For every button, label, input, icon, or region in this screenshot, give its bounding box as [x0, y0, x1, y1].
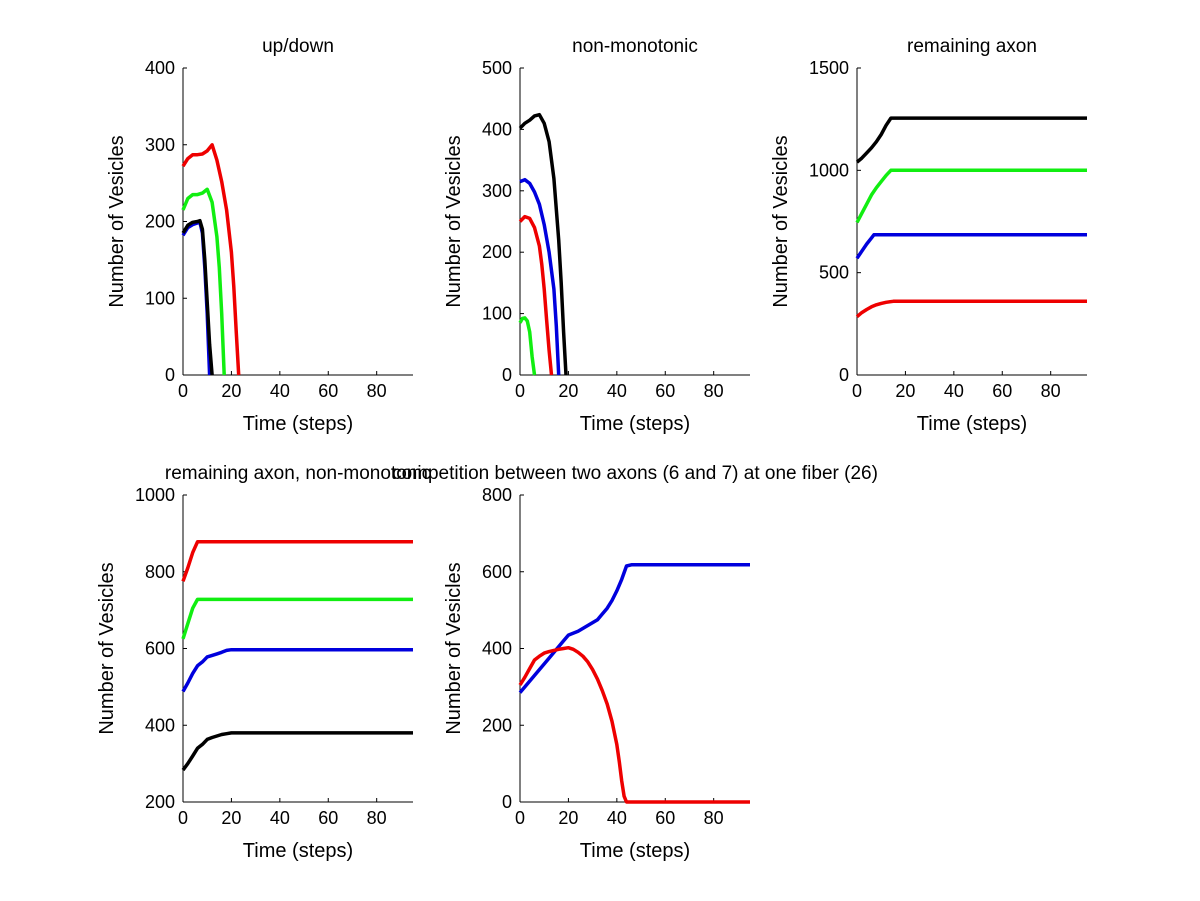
x-tick-label: 60: [992, 381, 1012, 401]
y-tick-label: 300: [482, 181, 512, 201]
series-line-red: [518, 214, 554, 376]
x-tick-label: 80: [704, 381, 724, 401]
x-tick-label: 20: [558, 808, 578, 828]
series-line-red: [855, 299, 1087, 319]
chart-panel: 0 20 40 60 80 0 100 200 300 400 up/down Time (steps…: [106, 36, 413, 435]
series-line-blue: [519, 177, 561, 376]
x-tick-label: 80: [367, 381, 387, 401]
y-axis-label: Number of Vesicles: [96, 562, 118, 734]
series-line-green: [181, 187, 226, 376]
x-tick-label: 40: [944, 381, 964, 401]
series-line-blue: [855, 233, 1087, 260]
y-axis-label: Number of Vesicles: [443, 135, 465, 307]
y-tick-label: 400: [482, 639, 512, 659]
chart-title: remaining axon: [907, 36, 1037, 57]
x-tick-label: 20: [221, 808, 241, 828]
series-line-blue: [181, 647, 413, 693]
y-tick-label: 100: [482, 304, 512, 324]
series-line-red: [181, 143, 241, 376]
y-axis-label: Number of Vesicles: [106, 135, 128, 307]
x-axis-label: Time (steps): [243, 413, 353, 435]
y-tick-label: 0: [502, 792, 512, 812]
y-tick-label: 400: [145, 58, 175, 78]
y-tick-label: 1000: [135, 485, 175, 505]
y-tick-label: 0: [502, 365, 512, 385]
x-tick-label: 0: [178, 808, 188, 828]
x-axis-label: Time (steps): [580, 413, 690, 435]
y-tick-label: 1500: [809, 58, 849, 78]
x-tick-label: 0: [515, 381, 525, 401]
x-tick-label: 40: [270, 381, 290, 401]
x-tick-label: 40: [270, 808, 290, 828]
x-tick-label: 20: [558, 381, 578, 401]
series-line-red: [518, 645, 750, 804]
y-tick-label: 200: [145, 212, 175, 232]
series-line-red: [181, 540, 413, 582]
x-axis-label: Time (steps): [243, 840, 353, 862]
x-tick-label: 80: [1041, 381, 1061, 401]
chart-title: competition between two axons (6 and 7) …: [392, 463, 878, 484]
series-line-black: [181, 218, 214, 376]
y-tick-label: 400: [482, 119, 512, 139]
y-tick-label: 1000: [809, 160, 849, 180]
series-line-black: [855, 116, 1087, 164]
x-tick-label: 40: [607, 381, 627, 401]
y-tick-label: 800: [145, 562, 175, 582]
series-line-blue: [518, 563, 750, 694]
x-tick-label: 80: [367, 808, 387, 828]
y-tick-label: 800: [482, 485, 512, 505]
y-tick-label: 300: [145, 135, 175, 155]
series-line-green: [855, 168, 1087, 224]
chart-panel: 0 20 40 60 80 0 100 200 300 400 500 non-monotonic Ti…: [443, 36, 750, 435]
y-tick-label: 0: [839, 365, 849, 385]
x-tick-label: 60: [318, 808, 338, 828]
series-line-green: [181, 597, 413, 640]
y-tick-label: 500: [482, 58, 512, 78]
y-tick-label: 0: [165, 365, 175, 385]
chart-title: up/down: [262, 36, 334, 57]
y-tick-label: 200: [482, 715, 512, 735]
x-tick-label: 0: [515, 808, 525, 828]
y-tick-label: 400: [145, 715, 175, 735]
y-axis-label: Number of Vesicles: [770, 135, 792, 307]
x-tick-label: 80: [704, 808, 724, 828]
chart-panel: 0 20 40 60 80 0 500 1000 1500 remaining axon Time …: [770, 36, 1087, 435]
y-tick-label: 600: [482, 562, 512, 582]
chart-title: remaining axon, non-monotonic: [165, 463, 431, 484]
y-tick-label: 200: [482, 242, 512, 262]
y-tick-label: 600: [145, 639, 175, 659]
series-line-green: [518, 316, 537, 376]
y-tick-label: 100: [145, 288, 175, 308]
x-tick-label: 60: [655, 381, 675, 401]
x-tick-label: 20: [895, 381, 915, 401]
series-line-black: [181, 731, 413, 772]
chart-title: non-monotonic: [572, 36, 698, 57]
y-tick-label: 200: [145, 792, 175, 812]
x-tick-label: 60: [655, 808, 675, 828]
x-tick-label: 60: [318, 381, 338, 401]
x-tick-label: 0: [852, 381, 862, 401]
x-tick-label: 0: [178, 381, 188, 401]
series-line-black: [518, 112, 568, 376]
x-axis-label: Time (steps): [580, 840, 690, 862]
x-axis-label: Time (steps): [917, 413, 1027, 435]
y-tick-label: 500: [819, 263, 849, 283]
x-tick-label: 20: [221, 381, 241, 401]
y-axis-label: Number of Vesicles: [443, 562, 465, 734]
x-tick-label: 40: [607, 808, 627, 828]
